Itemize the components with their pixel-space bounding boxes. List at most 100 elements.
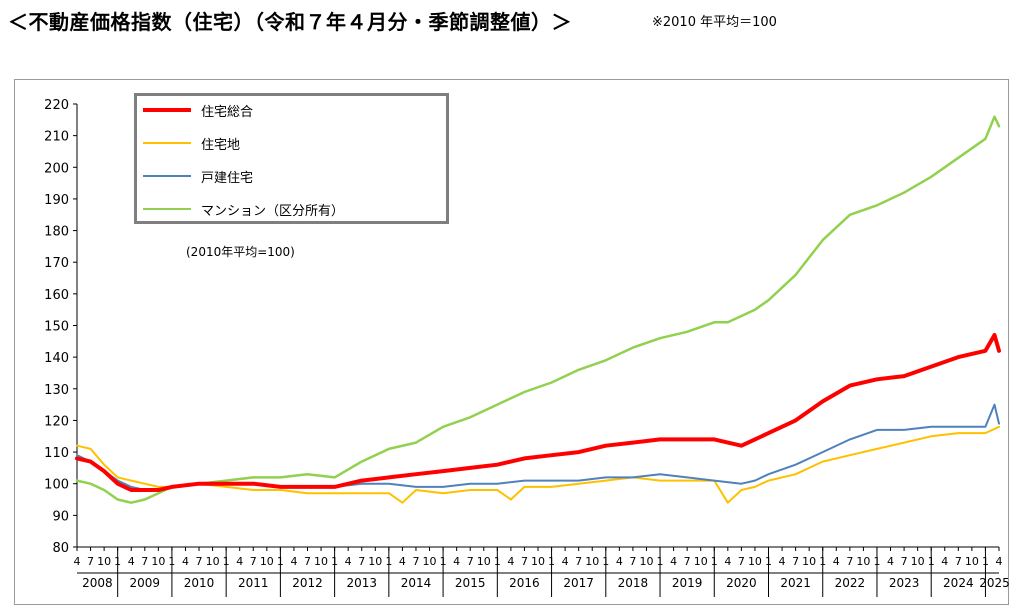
- x-tick-label: 7: [141, 555, 148, 568]
- year-label: 2008: [82, 576, 113, 590]
- x-tick-label: 7: [955, 555, 962, 568]
- x-tick-label: 4: [996, 555, 1003, 568]
- series-line: [76, 425, 1000, 504]
- x-tick-label: 4: [74, 555, 81, 568]
- y-tick-label: 100: [44, 478, 69, 493]
- x-tick-label: 10: [260, 555, 274, 568]
- x-tick-label: 10: [585, 555, 599, 568]
- x-tick-label: 4: [290, 555, 297, 568]
- y-tick-label: 170: [44, 256, 69, 271]
- x-tick-label: 10: [151, 555, 165, 568]
- y-tick-label: 130: [44, 383, 69, 398]
- x-tick-label: 4: [670, 555, 677, 568]
- x-tick-label: 10: [694, 555, 708, 568]
- x-tick-label: 7: [575, 555, 582, 568]
- x-tick-label: 4: [399, 555, 406, 568]
- x-tick-label: 7: [304, 555, 311, 568]
- year-label: 2025: [979, 576, 1010, 590]
- chart-base-note: (2010年平均=100): [186, 245, 295, 259]
- x-tick-label: 4: [779, 555, 786, 568]
- x-tick-label: 7: [738, 555, 745, 568]
- y-tick-label: 90: [52, 509, 69, 524]
- y-tick-label: 180: [44, 225, 69, 240]
- year-label: 2022: [835, 576, 866, 590]
- x-tick-label: 7: [412, 555, 419, 568]
- year-label: 2020: [726, 576, 757, 590]
- x-tick-label: 7: [87, 555, 94, 568]
- x-tick-label: 10: [856, 555, 870, 568]
- x-tick-label: 4: [887, 555, 894, 568]
- series-line: [76, 403, 1000, 491]
- x-tick-label: 7: [901, 555, 908, 568]
- x-tick-label: 7: [846, 555, 853, 568]
- x-tick-label: 10: [802, 555, 816, 568]
- legend-swatch: [143, 108, 191, 112]
- y-tick-label: 140: [44, 351, 69, 366]
- year-label: 2009: [130, 576, 161, 590]
- y-tick-label: 200: [44, 161, 69, 176]
- x-tick-label: 10: [368, 555, 382, 568]
- legend-label: 住宅地: [201, 138, 241, 153]
- x-tick-label: 10: [206, 555, 220, 568]
- year-label: 2018: [618, 576, 649, 590]
- x-tick-label: 7: [792, 555, 799, 568]
- legend-swatch: [143, 175, 191, 177]
- year-label: 2010: [184, 576, 215, 590]
- y-tick-label: 80: [52, 541, 69, 556]
- x-tick-label: 4: [236, 555, 243, 568]
- x-tick-label: 10: [639, 555, 653, 568]
- year-label: 2021: [780, 576, 811, 590]
- year-label: 2019: [672, 576, 703, 590]
- x-tick-label: 7: [629, 555, 636, 568]
- x-tick-label: 4: [941, 555, 948, 568]
- y-tick-label: 150: [44, 320, 69, 335]
- x-tick-label: 10: [423, 555, 437, 568]
- x-tick-label: 10: [911, 555, 925, 568]
- y-tick-label: 160: [44, 288, 69, 303]
- x-tick-label: 4: [128, 555, 135, 568]
- year-label: 2012: [292, 576, 323, 590]
- year-label: 2017: [563, 576, 594, 590]
- x-tick-label: 4: [562, 555, 569, 568]
- x-tick-label: 4: [453, 555, 460, 568]
- legend-label: マンション（区分所有）: [201, 204, 345, 219]
- index-base-note: ※2010 年平均＝100: [652, 15, 777, 30]
- y-tick-label: 210: [44, 130, 69, 145]
- chart-frame: [14, 79, 1009, 605]
- year-label: 2013: [346, 576, 377, 590]
- x-tick-label: 10: [965, 555, 979, 568]
- x-tick-label: 4: [345, 555, 352, 568]
- year-label: 2015: [455, 576, 486, 590]
- x-tick-label: 4: [833, 555, 840, 568]
- legend-label: 戸建住宅: [201, 171, 254, 186]
- year-label: 2016: [509, 576, 540, 590]
- y-tick-label: 190: [44, 193, 69, 208]
- legend-swatch: [143, 142, 191, 144]
- year-label: 2014: [401, 576, 432, 590]
- x-tick-label: 10: [531, 555, 545, 568]
- x-tick-label: 10: [314, 555, 328, 568]
- x-tick-label: 7: [250, 555, 257, 568]
- x-tick-label: 4: [616, 555, 623, 568]
- year-label: 2024: [943, 576, 974, 590]
- x-tick-label: 7: [467, 555, 474, 568]
- x-tick-label: 4: [182, 555, 189, 568]
- x-tick-label: 7: [684, 555, 691, 568]
- y-tick-label: 120: [44, 414, 69, 429]
- year-label: 2023: [889, 576, 920, 590]
- x-tick-label: 7: [196, 555, 203, 568]
- year-label: 2011: [238, 576, 269, 590]
- x-tick-label: 7: [521, 555, 528, 568]
- series-line: [75, 333, 1001, 492]
- chart-legend: 住宅総合 住宅地 戸建住宅 マンション（区分所有）: [134, 93, 449, 224]
- x-tick-label: 10: [97, 555, 111, 568]
- y-tick-label: 220: [44, 98, 69, 113]
- y-tick-label: 110: [44, 446, 69, 461]
- legend-swatch: [143, 208, 191, 210]
- x-tick-label: 10: [748, 555, 762, 568]
- x-tick-label: 10: [477, 555, 491, 568]
- x-tick-label: 4: [724, 555, 731, 568]
- x-tick-label: 7: [358, 555, 365, 568]
- legend-label: 住宅総合: [201, 105, 254, 120]
